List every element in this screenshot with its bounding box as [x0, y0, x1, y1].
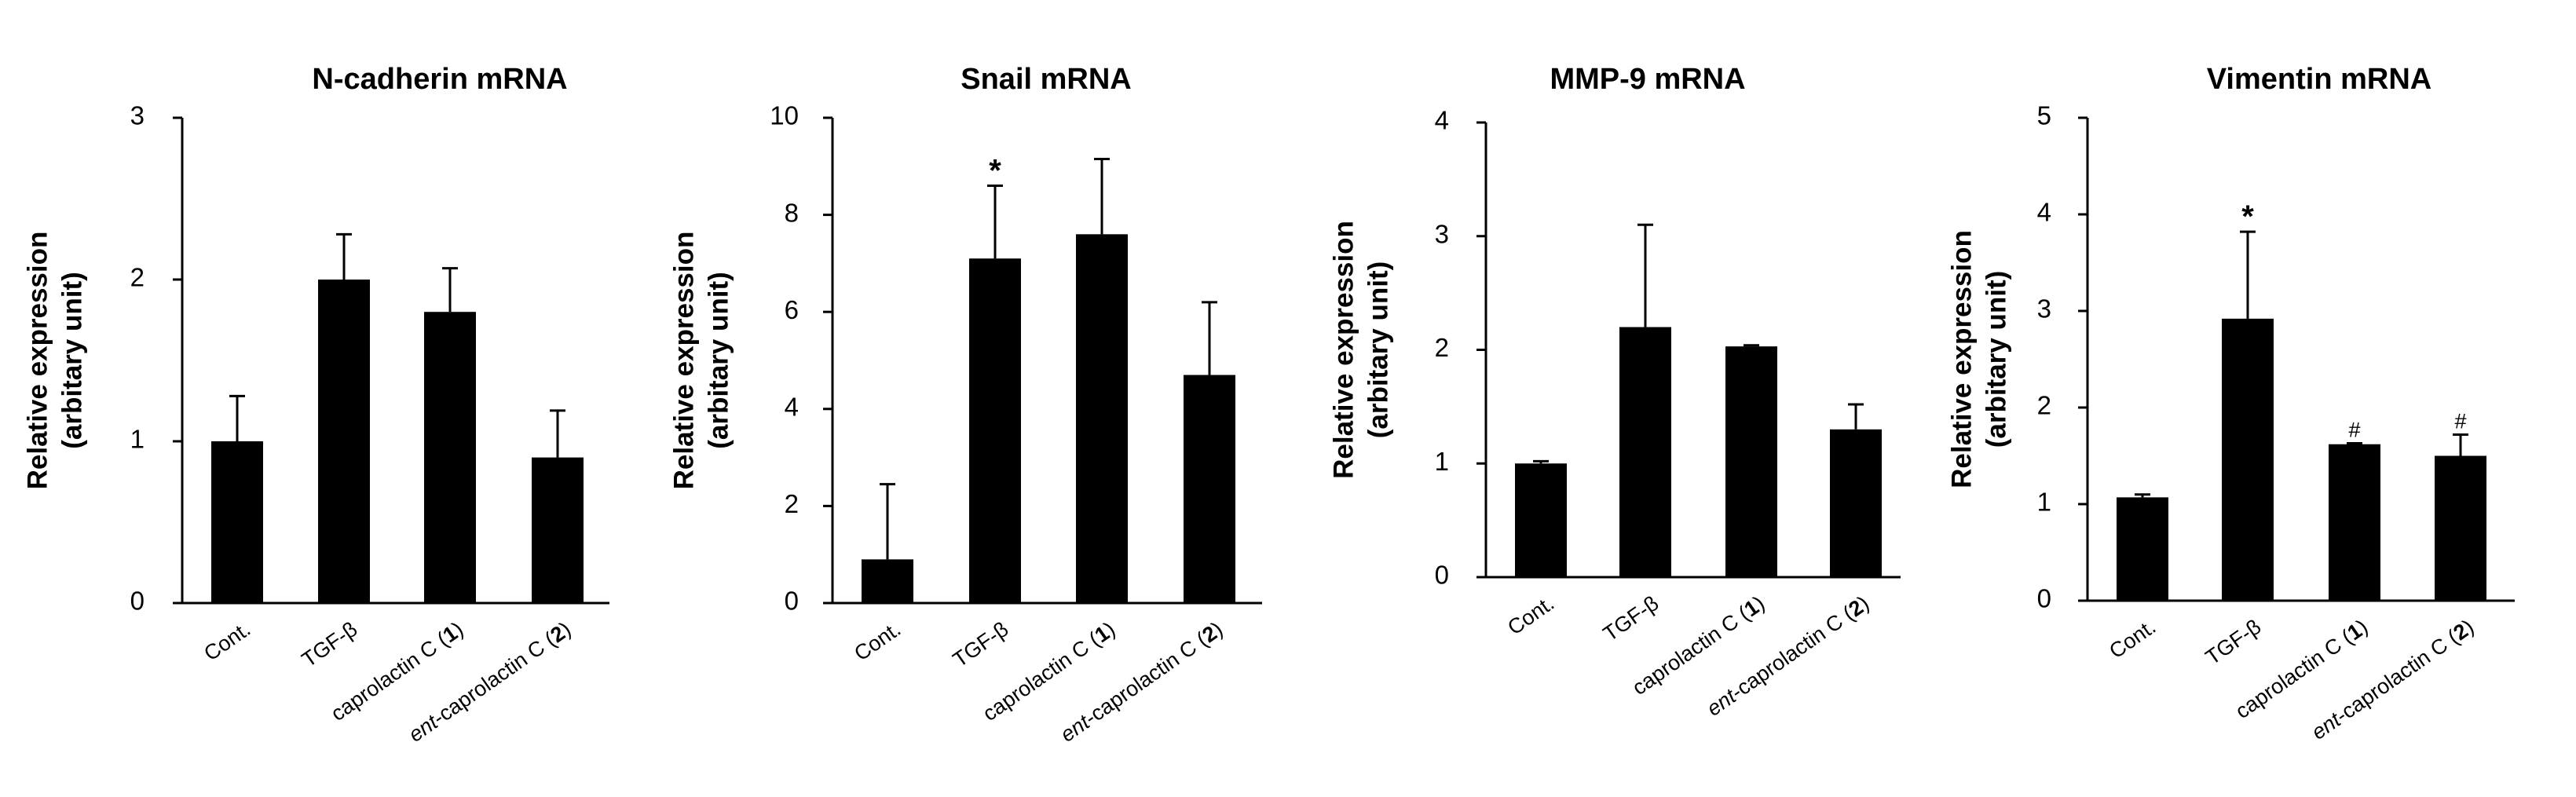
bar: [862, 559, 913, 603]
y-axis-label: Relative expression: [668, 232, 699, 490]
chart-title: MMP-9 mRNA: [1550, 63, 1745, 96]
chart-title: Snail mRNA: [961, 63, 1131, 96]
bar: [1619, 327, 1671, 577]
y-tick-label: 5: [2037, 101, 2051, 130]
x-category-label: TGF-β: [298, 617, 362, 672]
y-tick-label: 8: [785, 198, 799, 227]
y-tick-label: 10: [770, 101, 799, 130]
y-tick-label: 2: [130, 263, 145, 292]
x-category-label: Cont.: [2105, 615, 2160, 664]
y-tick-label: 3: [1435, 219, 1449, 248]
chart-panel-4: Vimentin mRNA Relative expression (arbitar…: [1946, 63, 2515, 744]
x-category-label: TGF-β: [1599, 591, 1663, 646]
y-tick-label: 0: [130, 587, 145, 616]
bar: [211, 441, 263, 603]
y-tick-label: 2: [1435, 333, 1449, 362]
bar: [1830, 429, 1882, 577]
y-tick-label: 4: [2037, 198, 2051, 227]
y-tick-label: 1: [130, 425, 145, 454]
bar: [1725, 346, 1777, 577]
chart-panel-3: MMP-9 mRNA Relative expression (arbitary u…: [1328, 63, 1901, 721]
y-tick-label: 1: [2037, 488, 2051, 517]
significance-mark: #: [2348, 419, 2360, 442]
y-tick-label: 3: [130, 101, 145, 130]
y-tick-label: 2: [2037, 391, 2051, 420]
y-axis-label: Relative expression: [1946, 230, 1977, 488]
x-category-label: Cont.: [199, 617, 254, 666]
bar: [1184, 375, 1235, 603]
y-tick-label: 0: [1435, 561, 1449, 590]
bar: [969, 258, 1021, 603]
chart-panel-2: Snail mRNA Relative expression (arbitary u…: [668, 63, 1262, 747]
significance-mark: #: [2454, 409, 2466, 433]
x-category-label: TGF-β: [2201, 615, 2266, 670]
chart-title: N-cadherin mRNA: [312, 63, 567, 96]
y-tick-label: 3: [2037, 294, 2051, 324]
significance-mark: *: [2241, 199, 2254, 234]
bar: [1515, 463, 1567, 577]
y-axis-label: (arbitary unit): [1981, 271, 2011, 448]
bar: [2222, 318, 2274, 601]
chart-panel-1: N-cadherin mRNA Relative expression (arbit…: [22, 63, 609, 747]
bar: [424, 312, 476, 603]
y-tick-label: 0: [2037, 584, 2051, 613]
y-axis-label: Relative expression: [22, 232, 53, 490]
bar: [2435, 455, 2486, 601]
chart-title: Vimentin mRNA: [2207, 63, 2431, 96]
y-axis-label: (arbitary unit): [57, 272, 87, 449]
x-category-label: Cont.: [850, 617, 905, 666]
y-tick-label: 0: [785, 587, 799, 616]
y-tick-label: 6: [785, 295, 799, 324]
y-tick-label: 4: [785, 393, 799, 422]
bar: [2117, 497, 2168, 601]
y-axis-label: (arbitary unit): [703, 272, 734, 449]
y-tick-label: 1: [1435, 447, 1449, 476]
y-axis-label: Relative expression: [1328, 221, 1359, 479]
y-axis-label: (arbitary unit): [1363, 261, 1393, 439]
bar: [318, 280, 370, 603]
bar: [532, 457, 584, 603]
y-tick-label: 2: [785, 489, 799, 518]
significance-mark: *: [989, 154, 1001, 188]
bar: [1076, 234, 1128, 603]
y-tick-label: 4: [1435, 106, 1449, 135]
x-category-label: Cont.: [1503, 591, 1558, 640]
x-category-label: TGF-β: [949, 617, 1013, 672]
bar: [2329, 444, 2380, 601]
